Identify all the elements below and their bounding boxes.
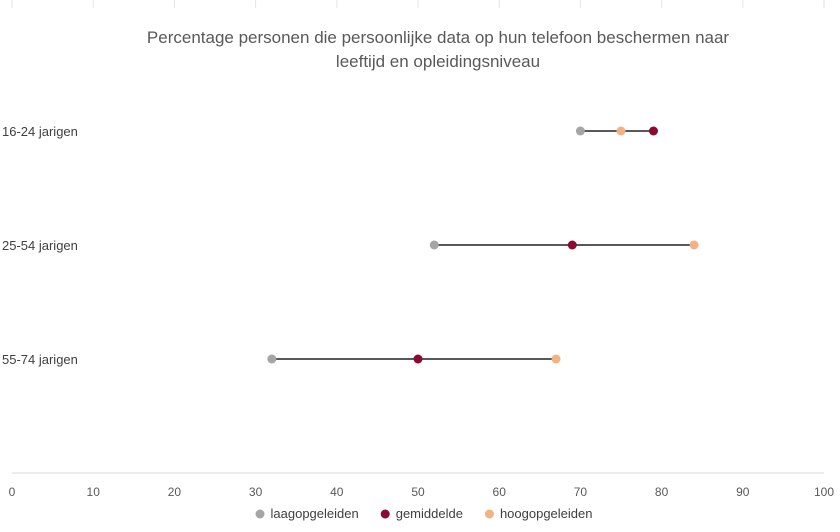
x-tick-label: 10 (87, 485, 101, 499)
point-gemiddelde (413, 354, 423, 364)
top-gridlines (11, 0, 825, 8)
connector-lines (271, 130, 695, 360)
chart-title: Percentage personen die persoonlijke dat… (147, 28, 730, 71)
legend-item: hoogopgeleiden (484, 506, 593, 521)
x-tick-label: 50 (411, 485, 425, 499)
x-tick-label: 60 (493, 485, 507, 499)
x-tick-label: 90 (736, 485, 750, 499)
legend-item: gemiddelde (380, 506, 463, 521)
x-tick-label: 80 (655, 485, 669, 499)
legend: laagopgeleiden gemiddelde hoogopgeleiden (255, 506, 593, 521)
point-hoogopgeleiden (551, 354, 561, 364)
category-label: 25-54 jarigen (2, 238, 78, 253)
legend-label: laagopgeleiden (271, 506, 359, 521)
x-tick-label: 20 (168, 485, 182, 499)
legend-label: hoogopgeleiden (500, 506, 593, 521)
x-tick-label: 100 (814, 485, 834, 499)
legend-marker (484, 509, 494, 519)
legend-marker (380, 509, 390, 519)
chart-title-line-1: Percentage personen die persoonlijke dat… (147, 28, 730, 47)
x-tick-label: 70 (574, 485, 588, 499)
point-laagopgeleiden (575, 126, 585, 136)
legend-marker (255, 509, 265, 519)
x-tick-label: 0 (9, 485, 16, 499)
category-label: 55-74 jarigen (2, 352, 78, 367)
chart-title-line-2: leeftijd en opleidingsniveau (336, 52, 540, 71)
point-laagopgeleiden (429, 240, 439, 250)
point-hoogopgeleiden (689, 240, 699, 250)
point-laagopgeleiden (267, 354, 277, 364)
point-gemiddelde (567, 240, 577, 250)
data-points (267, 126, 699, 364)
legend-label: gemiddelde (396, 506, 463, 521)
x-tick-label: 30 (249, 485, 263, 499)
x-tick-label: 40 (330, 485, 344, 499)
category-label: 16-24 jarigen (2, 124, 78, 139)
point-gemiddelde (648, 126, 658, 136)
legend-item: laagopgeleiden (255, 506, 359, 521)
point-hoogopgeleiden (616, 126, 626, 136)
x-axis-tick-labels: 0 10 20 30 40 50 60 70 80 90 100 (9, 485, 835, 499)
category-labels: 16-24 jarigen 25-54 jarigen 55-74 jarigen (2, 124, 78, 367)
